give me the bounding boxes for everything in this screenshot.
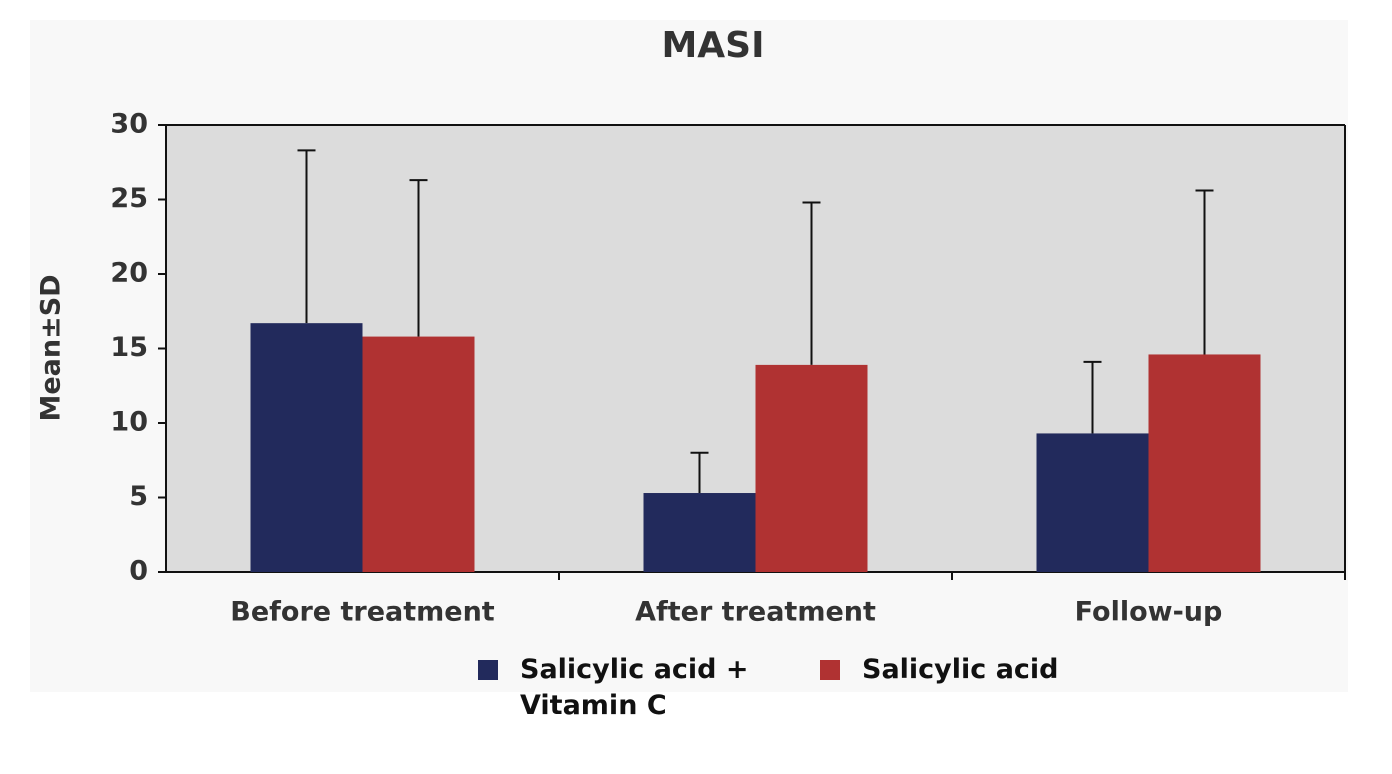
y-axis-label: Mean±SD	[36, 274, 67, 421]
legend-swatch	[820, 660, 840, 680]
bar	[1036, 433, 1149, 572]
bar	[1148, 354, 1261, 572]
bar	[362, 336, 475, 572]
legend-swatch	[478, 660, 498, 680]
x-tick-label: Follow-up	[1075, 597, 1223, 628]
y-tick-label: 15	[110, 332, 148, 363]
bar	[643, 493, 756, 572]
y-tick-label: 30	[110, 109, 148, 140]
y-tick-label: 20	[110, 258, 148, 289]
y-tick-label: 5	[129, 481, 148, 512]
legend-item: Salicylic acid + Vitamin C	[478, 652, 750, 724]
y-tick-label: 25	[110, 183, 148, 214]
legend-label: Salicylic acid + Vitamin C	[520, 654, 749, 721]
chart-title: MASI	[661, 25, 764, 66]
bar	[250, 323, 363, 572]
bar	[755, 364, 868, 572]
legend-label: Salicylic acid	[862, 654, 1059, 685]
x-tick-label: After treatment	[635, 597, 876, 628]
x-tick-label: Before treatment	[230, 597, 495, 628]
legend-item: Salicylic acid	[820, 652, 1092, 688]
y-tick-label: 0	[129, 556, 148, 587]
y-tick-label: 10	[110, 407, 148, 438]
